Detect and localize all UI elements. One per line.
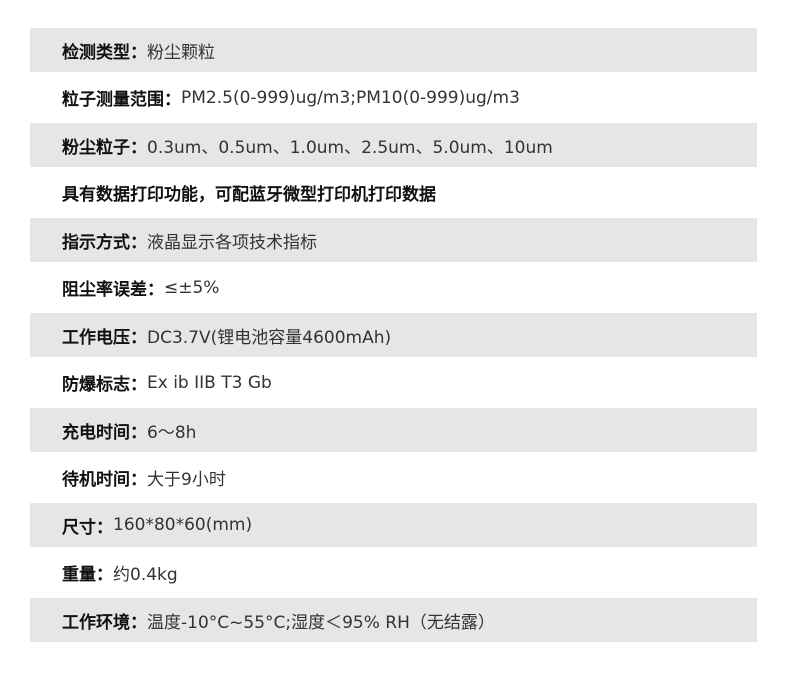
spec-label: 防爆标志：: [62, 375, 147, 395]
spec-label: 具有数据打印功能，可配蓝牙微型打印机打印数据: [62, 185, 436, 205]
spec-row: 粒子测量范围： PM2.5(0-999)ug/m3;PM10(0-999)ug/m…: [30, 76, 757, 120]
spec-row: 粉尘粒子： 0.3um、0.5um、1.0um、2.5um、5.0um、10um: [30, 123, 757, 167]
spec-row: 重量： 约0.4kg: [30, 551, 757, 595]
spec-label: 待机时间：: [62, 470, 147, 490]
spec-value: 粉尘颗粒: [147, 42, 215, 63]
spec-label: 工作环境：: [62, 612, 147, 633]
spec-value: 6～8h: [147, 422, 197, 443]
spec-label: 检测类型：: [62, 42, 147, 63]
spec-row: 阻尘率误差： ≤±5%: [30, 266, 757, 310]
spec-value: 160*80*60(mm): [113, 515, 253, 535]
spec-row: 指示方式： 液晶显示各项技术指标: [30, 218, 757, 262]
spec-row: 具有数据打印功能，可配蓝牙微型打印机打印数据: [30, 171, 757, 215]
spec-row: 待机时间： 大于9小时: [30, 456, 757, 500]
spec-value: 约0.4kg: [113, 565, 178, 585]
spec-value: DC3.7V(锂电池容量4600mAh): [147, 327, 392, 348]
spec-row: 工作电压： DC3.7V(锂电池容量4600mAh): [30, 313, 757, 357]
spec-label: 粉尘粒子：: [62, 137, 147, 158]
spec-value: PM2.5(0-999)ug/m3;PM10(0-999)ug/m3: [181, 87, 520, 108]
spec-label: 尺寸：: [62, 517, 113, 538]
spec-row: 充电时间： 6～8h: [30, 408, 757, 452]
spec-label: 工作电压：: [62, 327, 147, 348]
spec-value: 液晶显示各项技术指标: [147, 232, 317, 253]
spec-label: 指示方式：: [62, 232, 147, 253]
spec-value: 大于9小时: [147, 470, 226, 490]
spec-table: 检测类型： 粉尘颗粒 粒子测量范围： PM2.5(0-999)ug/m3;PM10(…: [30, 28, 757, 646]
spec-row: 尺寸： 160*80*60(mm): [30, 503, 757, 547]
spec-label: 重量：: [62, 565, 113, 585]
spec-label: 阻尘率误差：: [62, 280, 164, 300]
spec-label: 充电时间：: [62, 422, 147, 443]
spec-label: 粒子测量范围：: [62, 90, 181, 110]
spec-row: 检测类型： 粉尘颗粒: [30, 28, 757, 72]
spec-value: 温度-10°C~55°C;湿度＜95% RH（无结露）: [147, 612, 495, 633]
spec-value: 0.3um、0.5um、1.0um、2.5um、5.0um、10um: [147, 137, 553, 158]
spec-value: Ex ib IIB T3 Gb: [147, 372, 272, 393]
spec-row: 工作环境： 温度-10°C~55°C;湿度＜95% RH（无结露）: [30, 598, 757, 642]
spec-value: ≤±5%: [164, 277, 220, 298]
spec-row: 防爆标志： Ex ib IIB T3 Gb: [30, 361, 757, 405]
